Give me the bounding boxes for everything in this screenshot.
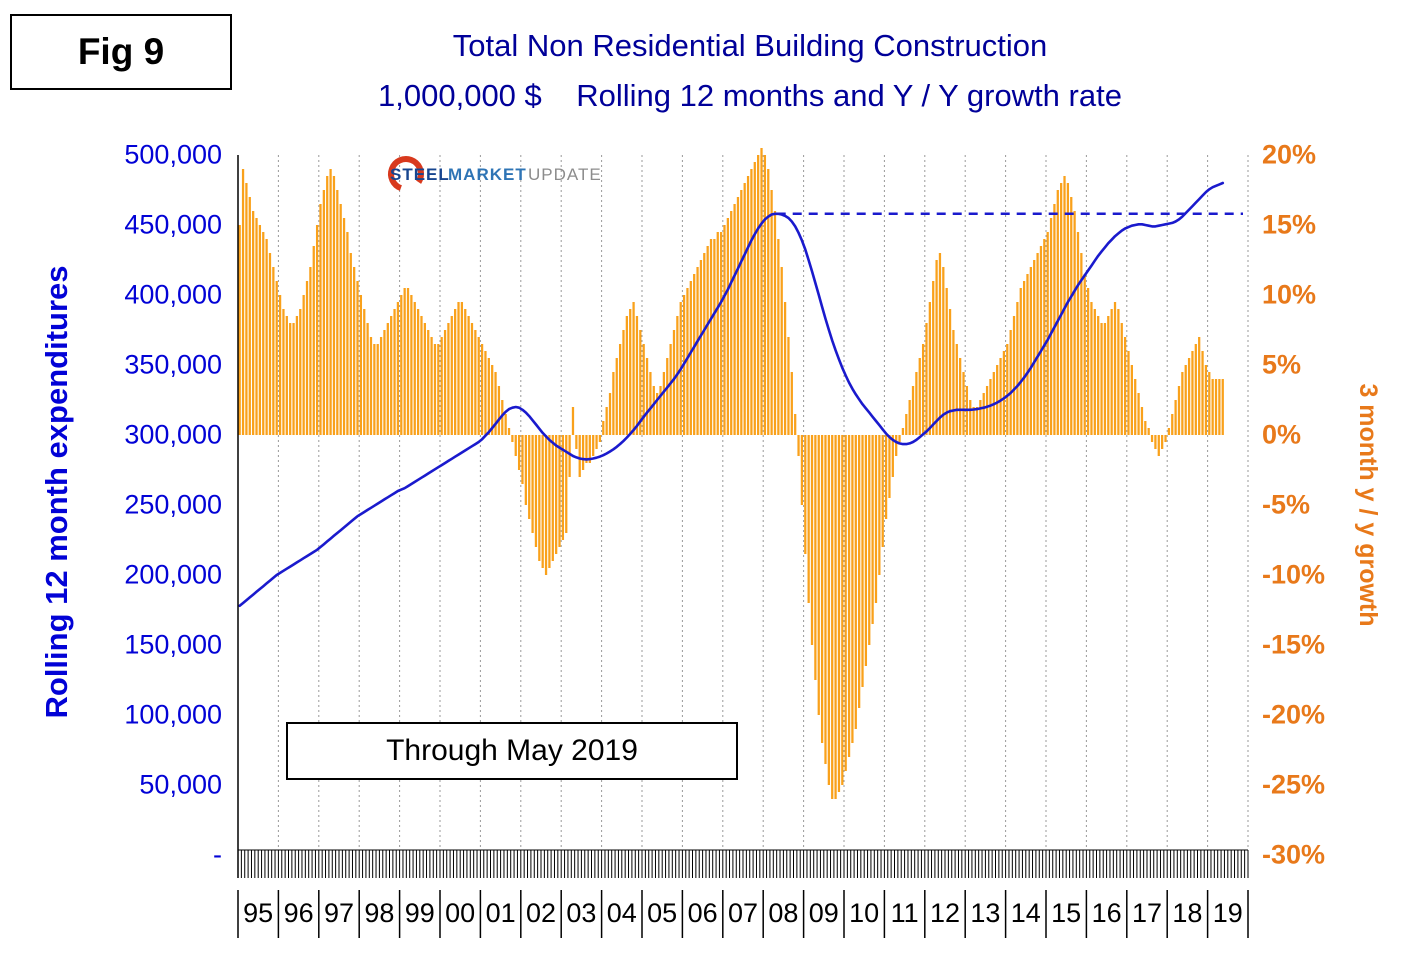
x-axis-year-label: 05 bbox=[647, 898, 678, 928]
right-axis-tick: -10% bbox=[1262, 559, 1326, 590]
right-axis-tick: -20% bbox=[1262, 699, 1326, 730]
x-axis-year-label: 17 bbox=[1131, 898, 1163, 928]
x-axis-year-label: 03 bbox=[566, 898, 597, 928]
smu-logo-graphic: STEEL MARKET UPDATE bbox=[388, 156, 602, 192]
x-axis-year-label: 16 bbox=[1091, 898, 1122, 928]
x-axis-year-label: 09 bbox=[808, 898, 839, 928]
figure-label-box: Fig 9 bbox=[10, 14, 232, 90]
x-axis-year-label: 06 bbox=[687, 898, 718, 928]
logo-update-text: UPDATE bbox=[528, 165, 602, 184]
x-axis-year-label: 04 bbox=[606, 898, 637, 928]
left-axis-tick: 100,000 bbox=[124, 699, 222, 730]
through-date-label: Through May 2019 bbox=[386, 734, 638, 767]
right-axis-tick: 0% bbox=[1262, 419, 1302, 450]
x-axis-year-label: 01 bbox=[485, 898, 516, 928]
x-axis-year-label: 97 bbox=[323, 898, 355, 928]
x-axis-year-label: 19 bbox=[1212, 898, 1243, 928]
left-axis-tick: 150,000 bbox=[124, 629, 222, 660]
right-axis-tick: 15% bbox=[1262, 209, 1317, 240]
x-axis-year-label: 12 bbox=[929, 898, 961, 928]
left-axis-tick: - bbox=[213, 839, 222, 870]
x-axis-year-label: 07 bbox=[727, 898, 759, 928]
left-axis-tick: 400,000 bbox=[124, 279, 222, 310]
growth-bars bbox=[238, 148, 1224, 799]
x-axis-year-label: 15 bbox=[1051, 898, 1082, 928]
right-axis-tick: 10% bbox=[1262, 279, 1317, 310]
expenditures-line bbox=[238, 181, 1225, 608]
right-axis-title: 3 month y / y growth bbox=[1354, 383, 1382, 627]
chart-title: Total Non Residential Building Construct… bbox=[452, 28, 1048, 63]
year-gridlines bbox=[237, 155, 1249, 850]
smu-logo: STEEL MARKET UPDATE bbox=[380, 153, 610, 202]
x-axis-year-label: 10 bbox=[849, 898, 880, 928]
right-axis-tick: 5% bbox=[1262, 349, 1302, 380]
right-axis-tick: -25% bbox=[1262, 769, 1326, 800]
x-axis-year-label: 11 bbox=[890, 898, 919, 928]
left-axis-tick: 350,000 bbox=[124, 349, 222, 380]
left-axis-tick: 500,000 bbox=[124, 139, 222, 170]
month-tick-hatch bbox=[237, 850, 1249, 878]
x-axis-year-label: 08 bbox=[768, 898, 799, 928]
right-axis-tick: -5% bbox=[1262, 489, 1311, 520]
chart-subtitle: 1,000,000 $ Rolling 12 months and Y / Y … bbox=[378, 78, 1122, 113]
logo-steel-text: STEEL bbox=[390, 165, 450, 184]
x-axis-year-label: 14 bbox=[1010, 898, 1041, 928]
left-axis-title: Rolling 12 month expenditures bbox=[39, 265, 74, 719]
x-axis-year-label: 18 bbox=[1172, 898, 1203, 928]
x-axis-year-label: 98 bbox=[364, 898, 395, 928]
left-axis-tick: 300,000 bbox=[124, 419, 222, 450]
left-axis-tick: 250,000 bbox=[124, 489, 222, 520]
left-axis-tick: 50,000 bbox=[139, 769, 222, 800]
logo-swoosh-icon bbox=[388, 156, 424, 192]
left-axis-tick: 200,000 bbox=[124, 559, 222, 590]
right-axis-tick: -30% bbox=[1262, 839, 1326, 870]
logo-market-text: MARKET bbox=[448, 165, 527, 184]
x-axis-year-label: 02 bbox=[525, 898, 557, 928]
right-axis-tick: -15% bbox=[1262, 629, 1326, 660]
through-date-box: Through May 2019 bbox=[286, 722, 738, 780]
x-axis-year-label: 13 bbox=[970, 898, 1001, 928]
x-axis-year-label: 95 bbox=[243, 898, 274, 928]
left-axis-tick: 450,000 bbox=[124, 209, 222, 240]
x-axis-year-label: 99 bbox=[404, 898, 435, 928]
right-axis-tick: 20% bbox=[1262, 139, 1317, 170]
figure-label: Fig 9 bbox=[77, 31, 165, 72]
x-axis-year-label: 00 bbox=[445, 898, 476, 928]
x-axis-year-label: 96 bbox=[283, 898, 314, 928]
year-label-separators bbox=[237, 890, 1249, 938]
